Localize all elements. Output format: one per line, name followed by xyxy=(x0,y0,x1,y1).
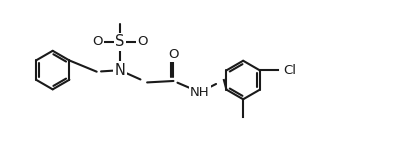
Text: Cl: Cl xyxy=(283,64,296,77)
Text: S: S xyxy=(115,34,125,49)
Text: NH: NH xyxy=(190,86,209,99)
Text: O: O xyxy=(168,48,179,61)
Text: O: O xyxy=(137,35,147,48)
Text: O: O xyxy=(92,35,103,48)
Text: N: N xyxy=(114,63,125,78)
